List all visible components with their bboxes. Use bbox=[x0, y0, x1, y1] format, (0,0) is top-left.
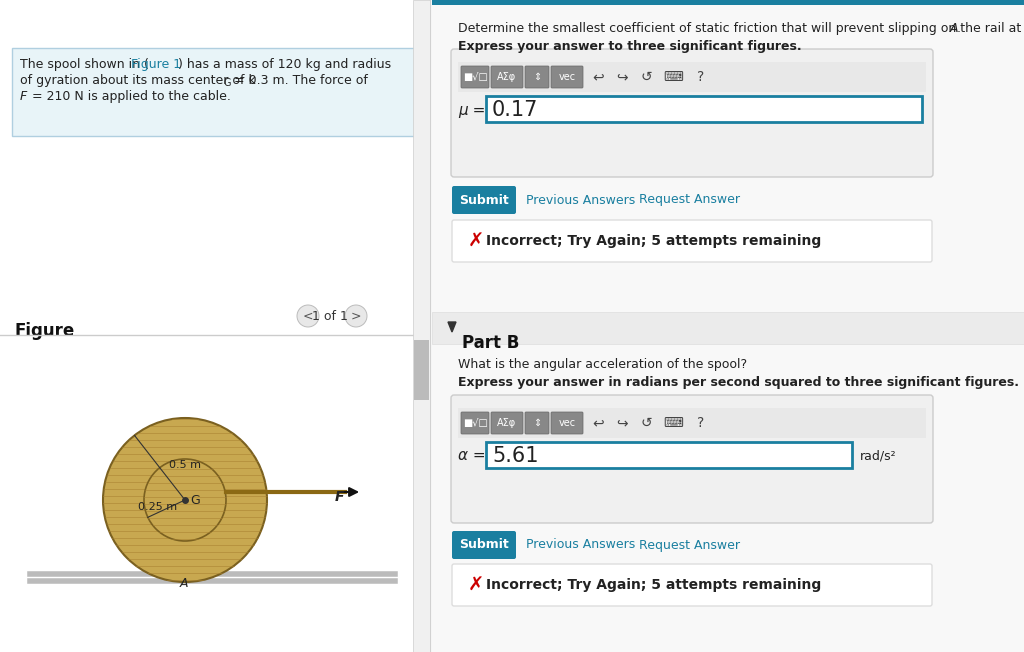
Text: Request Answer: Request Answer bbox=[639, 539, 740, 552]
FancyBboxPatch shape bbox=[12, 48, 420, 136]
Text: ↩: ↩ bbox=[592, 70, 604, 84]
Bar bbox=[432, 0, 1024, 5]
Text: What is the angular acceleration of the spool?: What is the angular acceleration of the … bbox=[458, 358, 748, 371]
Text: Submit: Submit bbox=[459, 539, 509, 552]
Polygon shape bbox=[449, 322, 456, 332]
Text: Part B: Part B bbox=[462, 334, 519, 352]
Text: ?: ? bbox=[697, 70, 705, 84]
FancyBboxPatch shape bbox=[551, 412, 583, 434]
Text: Determine the smallest coefficient of static friction that will prevent slipping: Determine the smallest coefficient of st… bbox=[458, 22, 1024, 35]
Circle shape bbox=[345, 305, 367, 327]
FancyBboxPatch shape bbox=[452, 220, 932, 262]
Text: ⇕: ⇕ bbox=[532, 72, 541, 82]
Text: 0.25 m: 0.25 m bbox=[138, 501, 177, 512]
Text: ↩: ↩ bbox=[592, 416, 604, 430]
FancyBboxPatch shape bbox=[490, 66, 523, 88]
Circle shape bbox=[297, 305, 319, 327]
Text: μ =: μ = bbox=[458, 102, 485, 117]
Text: G: G bbox=[190, 494, 200, 507]
FancyBboxPatch shape bbox=[551, 66, 583, 88]
FancyBboxPatch shape bbox=[451, 49, 933, 177]
Text: Figure 1: Figure 1 bbox=[131, 58, 181, 71]
Text: F: F bbox=[20, 90, 28, 103]
Bar bbox=[432, 0, 1024, 652]
Text: ) has a mass of 120 kg and radius: ) has a mass of 120 kg and radius bbox=[178, 58, 391, 71]
FancyBboxPatch shape bbox=[525, 66, 549, 88]
FancyBboxPatch shape bbox=[461, 412, 489, 434]
Text: rad/s²: rad/s² bbox=[860, 449, 897, 462]
Text: Incorrect; Try Again; 5 attempts remaining: Incorrect; Try Again; 5 attempts remaini… bbox=[486, 234, 821, 248]
Text: = 210 N is applied to the cable.: = 210 N is applied to the cable. bbox=[28, 90, 230, 103]
Circle shape bbox=[103, 418, 267, 582]
Text: G: G bbox=[223, 78, 230, 88]
Bar bbox=[413, 0, 430, 652]
Text: 1 of 1: 1 of 1 bbox=[312, 310, 348, 323]
Text: ■√□: ■√□ bbox=[463, 72, 487, 82]
Text: ⌨: ⌨ bbox=[663, 70, 683, 84]
Text: = 0.3 m. The force of: = 0.3 m. The force of bbox=[230, 74, 368, 87]
Text: ⇕: ⇕ bbox=[532, 418, 541, 428]
Text: ↺: ↺ bbox=[640, 416, 652, 430]
Bar bbox=[486, 96, 922, 122]
FancyBboxPatch shape bbox=[452, 531, 516, 559]
Text: A: A bbox=[950, 22, 958, 35]
Text: ΑΣφ: ΑΣφ bbox=[498, 72, 517, 82]
Text: 5.61: 5.61 bbox=[492, 446, 539, 466]
Text: Previous Answers: Previous Answers bbox=[526, 194, 635, 207]
Text: ?: ? bbox=[697, 416, 705, 430]
Text: ✗: ✗ bbox=[468, 576, 484, 595]
Bar bbox=[432, 312, 1024, 344]
Text: Request Answer: Request Answer bbox=[639, 194, 740, 207]
Circle shape bbox=[144, 459, 226, 541]
Text: Figure: Figure bbox=[14, 322, 75, 340]
Text: The spool shown in (: The spool shown in ( bbox=[20, 58, 148, 71]
Bar bbox=[486, 442, 852, 468]
Text: .: . bbox=[957, 22, 961, 35]
Bar bbox=[414, 340, 429, 400]
Text: 0.17: 0.17 bbox=[492, 100, 539, 120]
Text: >: > bbox=[351, 310, 361, 323]
Text: 0.5 m: 0.5 m bbox=[169, 460, 201, 470]
Text: ΑΣφ: ΑΣφ bbox=[498, 418, 517, 428]
Text: <: < bbox=[303, 310, 313, 323]
FancyBboxPatch shape bbox=[525, 412, 549, 434]
Text: A: A bbox=[180, 577, 188, 590]
Text: Incorrect; Try Again; 5 attempts remaining: Incorrect; Try Again; 5 attempts remaini… bbox=[486, 578, 821, 592]
FancyBboxPatch shape bbox=[461, 66, 489, 88]
Text: Submit: Submit bbox=[459, 194, 509, 207]
Text: vec: vec bbox=[558, 418, 575, 428]
Text: α =: α = bbox=[458, 449, 485, 464]
Text: ↪: ↪ bbox=[616, 70, 628, 84]
Bar bbox=[458, 408, 926, 438]
FancyBboxPatch shape bbox=[452, 186, 516, 214]
Text: of gyration about its mass center of k: of gyration about its mass center of k bbox=[20, 74, 256, 87]
Text: ⌨: ⌨ bbox=[663, 416, 683, 430]
FancyBboxPatch shape bbox=[490, 412, 523, 434]
Text: Express your answer to three significant figures.: Express your answer to three significant… bbox=[458, 40, 802, 53]
Text: ■√□: ■√□ bbox=[463, 418, 487, 428]
Bar bbox=[458, 62, 926, 92]
Text: vec: vec bbox=[558, 72, 575, 82]
Text: Previous Answers: Previous Answers bbox=[526, 539, 635, 552]
FancyBboxPatch shape bbox=[452, 564, 932, 606]
FancyBboxPatch shape bbox=[451, 395, 933, 523]
Bar bbox=[0, 0, 430, 652]
Text: ✗: ✗ bbox=[468, 231, 484, 250]
Text: F: F bbox=[335, 490, 344, 504]
Text: Express your answer in radians per second squared to three significant figures.: Express your answer in radians per secon… bbox=[458, 376, 1019, 389]
Text: ↪: ↪ bbox=[616, 416, 628, 430]
Text: ↺: ↺ bbox=[640, 70, 652, 84]
